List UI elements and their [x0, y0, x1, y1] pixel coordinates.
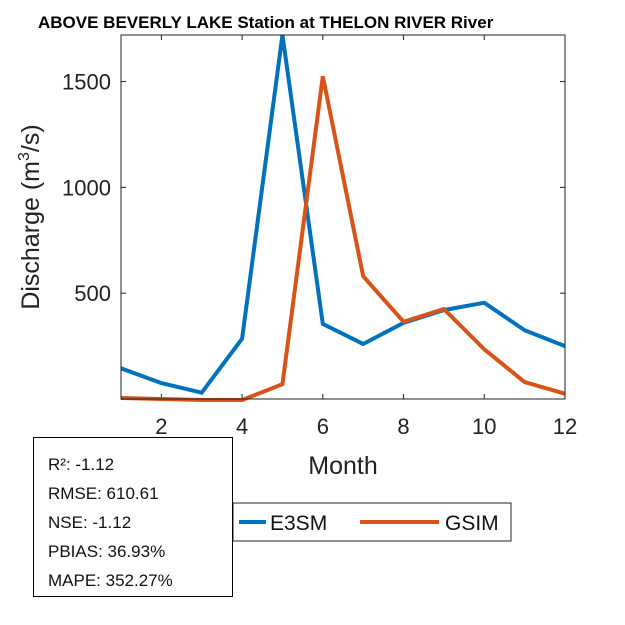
stats-box: R²: -1.12 RMSE: 610.61 NSE: -1.12 PBIAS:…	[33, 437, 233, 597]
data-series	[120, 34, 566, 403]
x-tick-label: 6	[317, 414, 329, 439]
x-tick-label: 4	[236, 414, 248, 439]
y-axis-label: Discharge (m3/s)	[16, 124, 45, 309]
stat-mape: MAPE: 352.27%	[48, 571, 173, 590]
y-tick-label: 1000	[62, 175, 111, 200]
axis-ticks	[121, 35, 566, 399]
stat-r2: R²: -1.12	[48, 455, 115, 474]
x-tick-label: 12	[553, 414, 577, 439]
x-tick-label: 8	[397, 414, 409, 439]
chart-title: ABOVE BEVERLY LAKE Station at THELON RIV…	[38, 13, 494, 32]
tick-labels: 2 4 6 8 10 12 500 1000 1500	[62, 70, 577, 439]
y-axis-label-tail: /s)	[17, 124, 45, 152]
x-tick-label: 2	[155, 414, 167, 439]
legend-label-e3sm: E3SM	[270, 512, 327, 535]
x-tick-label: 10	[472, 414, 496, 439]
series-line-e3sm	[120, 34, 566, 395]
stat-nse: NSE: -1.12	[48, 513, 132, 532]
y-tick-label: 1500	[62, 70, 111, 95]
legend: E3SM GSIM	[232, 502, 512, 542]
y-tick-label: 500	[74, 281, 111, 306]
y-axis-label-sup: 3	[16, 152, 33, 161]
plot-frame	[120, 34, 566, 400]
stat-rmse: RMSE: 610.61	[48, 484, 159, 503]
plot-area	[121, 35, 565, 399]
stat-pbias: PBIAS: 36.93%	[48, 542, 166, 561]
series-line-gsim	[120, 75, 566, 403]
x-axis-label: Month	[308, 452, 377, 480]
legend-label-gsim: GSIM	[445, 512, 499, 535]
y-axis-label-main: Discharge (m	[17, 161, 45, 310]
